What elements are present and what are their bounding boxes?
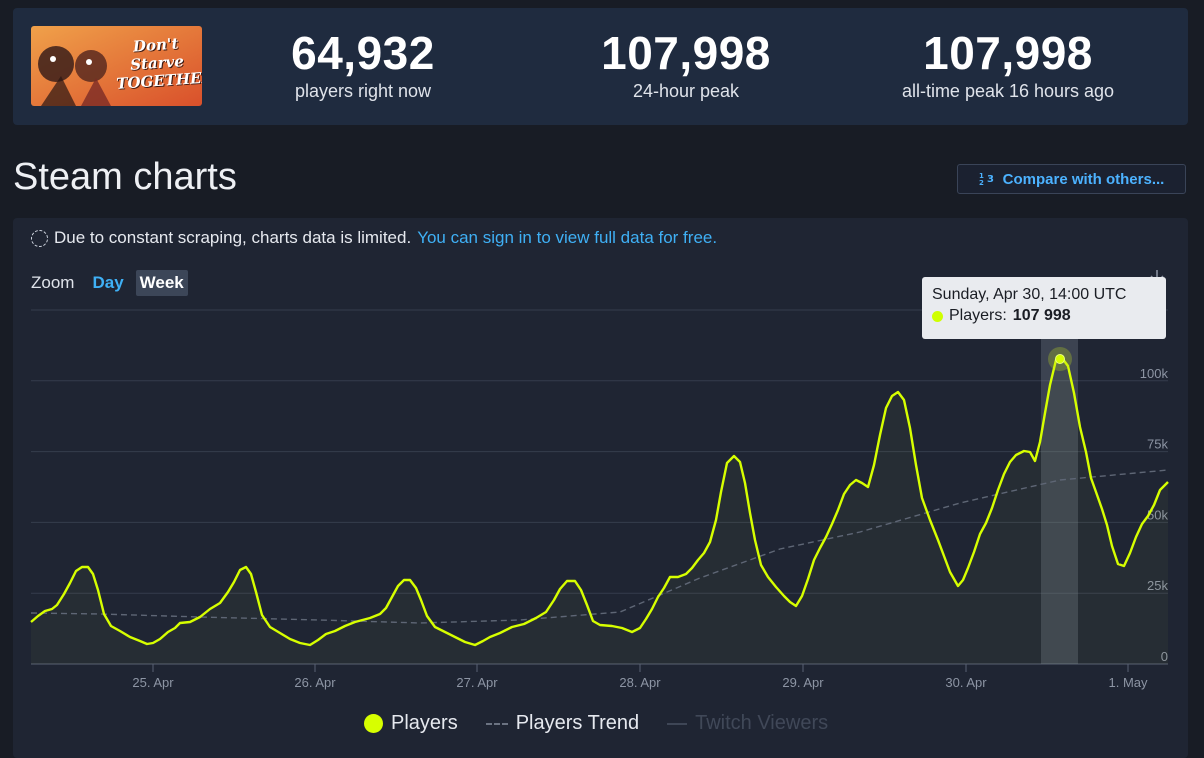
y-tick-label: 75k (1147, 437, 1168, 452)
y-tick-label: 0 (1161, 649, 1168, 664)
x-tick-label: 29. Apr (782, 675, 824, 690)
stat-label: 24-hour peak (632, 81, 740, 101)
tooltip-value: 107 998 (1012, 307, 1071, 324)
svg-text:2: 2 (979, 179, 984, 185)
zoom-week-button[interactable]: Week (135, 270, 188, 296)
x-tick-label: 26. Apr (294, 675, 336, 690)
scraping-notice: Due to constant scraping, charts data is… (31, 228, 717, 248)
stat-players-now: 64,932 players right now (243, 26, 483, 102)
players-line (30, 356, 1169, 647)
notice-text: Due to constant scraping, charts data is… (54, 228, 412, 247)
stat-24h-peak: 107,998 24-hour peak (566, 26, 806, 102)
game-stats-header: Don't Starve TOGETHER 64,932 players rig… (13, 8, 1188, 125)
y-tick-label: 100k (1140, 366, 1169, 381)
compare-with-others-button[interactable]: 1 2 3 Compare with others... (957, 164, 1186, 194)
game-logo-art (31, 26, 202, 106)
zoom-controls: Zoom Day Week (31, 270, 188, 296)
stat-all-time-peak[interactable]: 107,998 all-time peak 16 hours ago (868, 26, 1148, 102)
zoom-day-button[interactable]: Day (92, 273, 124, 292)
stat-value: 64,932 (291, 27, 435, 79)
x-tick-label: 25. Apr (132, 675, 174, 690)
solid-line-icon (667, 722, 688, 725)
stat-value: 107,998 (601, 27, 771, 79)
legend-item-players[interactable]: Players (364, 712, 458, 735)
game-logo-image[interactable]: Don't Starve TOGETHER (31, 26, 202, 106)
svg-text:1: 1 (979, 172, 984, 180)
compare-button-label: Compare with others... (1002, 170, 1165, 188)
zoom-label: Zoom (31, 273, 75, 292)
players-legend-dot-icon (364, 714, 383, 733)
legend-label: Players (391, 712, 458, 734)
tooltip-series-label: Players: (949, 307, 1007, 324)
legend-label: Twitch Viewers (695, 712, 829, 734)
numbers-icon: 1 2 3 (979, 171, 997, 188)
legend-item-players-trend[interactable]: Players Trend (485, 712, 640, 735)
svg-text:3: 3 (987, 174, 994, 185)
x-tick-label: 27. Apr (456, 675, 498, 690)
x-tick-label: 30. Apr (945, 675, 987, 690)
x-tick-label: 28. Apr (619, 675, 661, 690)
dashed-line-icon (485, 722, 508, 725)
hover-point (1055, 354, 1065, 364)
players-area-fill (31, 358, 1168, 664)
legend-item-twitch-viewers[interactable]: Twitch Viewers (667, 712, 828, 735)
y-tick-label: 50k (1147, 507, 1168, 522)
players-series-dot-icon (932, 310, 943, 322)
stat-label: all-time peak 16 hours ago (901, 81, 1115, 101)
page-title: Steam charts (13, 156, 237, 198)
x-tick-label: 1. May (1108, 675, 1148, 690)
chart-legend: Players Players Trend Twitch Viewers (364, 712, 828, 735)
sign-in-link[interactable]: You can sign in to view full data for fr… (417, 228, 718, 247)
legend-label: Players Trend (515, 712, 640, 734)
y-tick-label: 25k (1147, 578, 1168, 593)
tooltip-date: Sunday, Apr 30, 14:00 UTC (932, 286, 1127, 303)
chart-tooltip: Sunday, Apr 30, 14:00 UTC Players: 107 9… (922, 277, 1166, 339)
stat-label: players right now (294, 81, 432, 101)
stat-value: 107,998 (923, 27, 1093, 79)
loading-spinner-icon (31, 229, 48, 247)
hover-band (1041, 310, 1078, 664)
